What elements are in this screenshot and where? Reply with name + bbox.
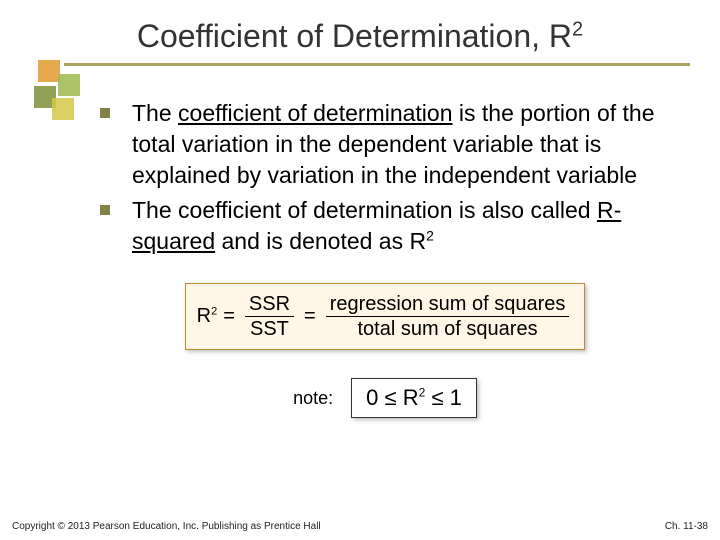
deco-square [52, 98, 74, 120]
note-label: note: [293, 388, 333, 409]
note-row: note: 0 ≤ R2 ≤ 1 [100, 378, 670, 418]
title-text: Coefficient of Determination, R [137, 18, 572, 54]
bullet-text: The coefficient of determination is also… [132, 195, 670, 257]
bullet-icon [100, 108, 110, 118]
page-title: Coefficient of Determination, R2 [30, 18, 690, 61]
equals-sign: = [223, 305, 235, 328]
deco-square [38, 60, 60, 82]
note-box: 0 ≤ R2 ≤ 1 [351, 378, 477, 418]
content-area: The coefficient of determination is the … [0, 66, 720, 418]
copyright-text: Copyright © 2013 Pearson Education, Inc.… [12, 521, 321, 532]
deco-square [58, 74, 80, 96]
list-item: The coefficient of determination is the … [100, 98, 670, 191]
equals-sign: = [304, 305, 316, 328]
corner-decoration [0, 54, 80, 124]
footer: Copyright © 2013 Pearson Education, Inc.… [12, 521, 708, 532]
title-sup: 2 [572, 18, 583, 40]
list-item: The coefficient of determination is also… [100, 195, 670, 257]
formula-box: R2 = SSR SST = regression sum of squares… [185, 283, 585, 350]
page-number: Ch. 11-38 [665, 521, 708, 532]
fraction-words: regression sum of squares total sum of s… [326, 292, 570, 341]
bullet-icon [100, 205, 110, 215]
formula-container: R2 = SSR SST = regression sum of squares… [185, 283, 585, 350]
formula-lhs: R2 [197, 305, 218, 328]
bullet-text: The coefficient of determination is the … [132, 98, 670, 191]
fraction-ssr-sst: SSR SST [245, 292, 294, 341]
